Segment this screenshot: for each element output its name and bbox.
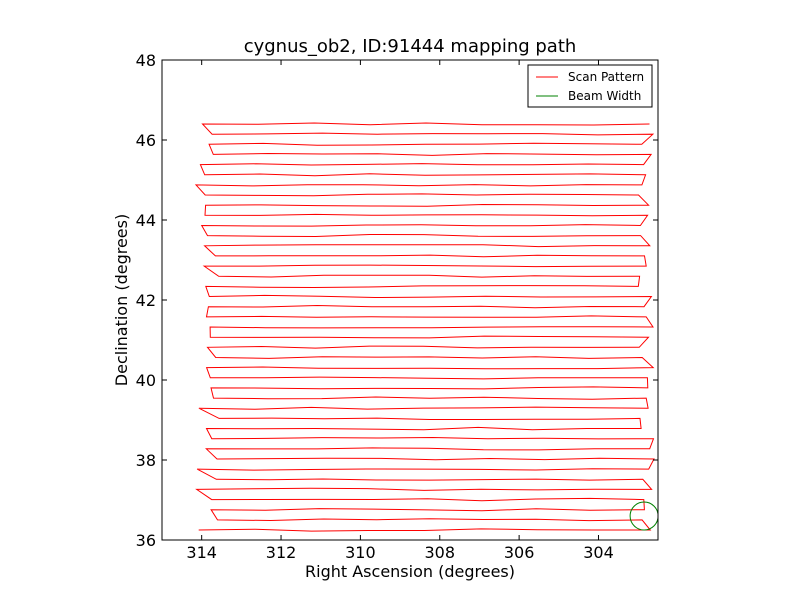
y-tick-label: 40 xyxy=(136,371,156,390)
y-tick-label: 36 xyxy=(136,531,156,550)
legend: Scan Pattern Beam Width xyxy=(527,64,653,108)
beam-width-circle xyxy=(629,501,658,531)
legend-beam-width-label: Beam Width xyxy=(568,89,641,103)
x-tick-label: 308 xyxy=(424,543,455,562)
y-tick-label: 38 xyxy=(136,451,156,470)
x-tick-label: 304 xyxy=(583,543,614,562)
legend-box xyxy=(527,64,653,108)
x-tick-label: 314 xyxy=(186,543,217,562)
y-tick-label: 46 xyxy=(136,131,156,150)
y-axis-label: Declination (degrees) xyxy=(112,214,131,386)
scan-pattern-line xyxy=(194,122,655,532)
plot-area xyxy=(194,122,658,532)
y-axis: 36 38 40 42 44 46 48 xyxy=(136,51,658,550)
x-tick-label: 312 xyxy=(266,543,297,562)
y-tick-label: 42 xyxy=(136,291,156,310)
y-tick-label: 48 xyxy=(136,51,156,70)
chart-title: cygnus_ob2, ID:91444 mapping path xyxy=(244,36,577,57)
y-tick-label: 44 xyxy=(136,211,156,230)
x-axis: 314 312 310 308 306 304 xyxy=(186,60,614,562)
plot-frame xyxy=(161,59,659,541)
beam-width-series xyxy=(629,501,658,531)
x-tick-label: 310 xyxy=(345,543,376,562)
scan-pattern-series xyxy=(194,122,655,532)
x-axis-label: Right Ascension (degrees) xyxy=(305,562,515,581)
x-tick-label: 306 xyxy=(504,543,535,562)
legend-scan-pattern-label: Scan Pattern xyxy=(568,70,644,84)
